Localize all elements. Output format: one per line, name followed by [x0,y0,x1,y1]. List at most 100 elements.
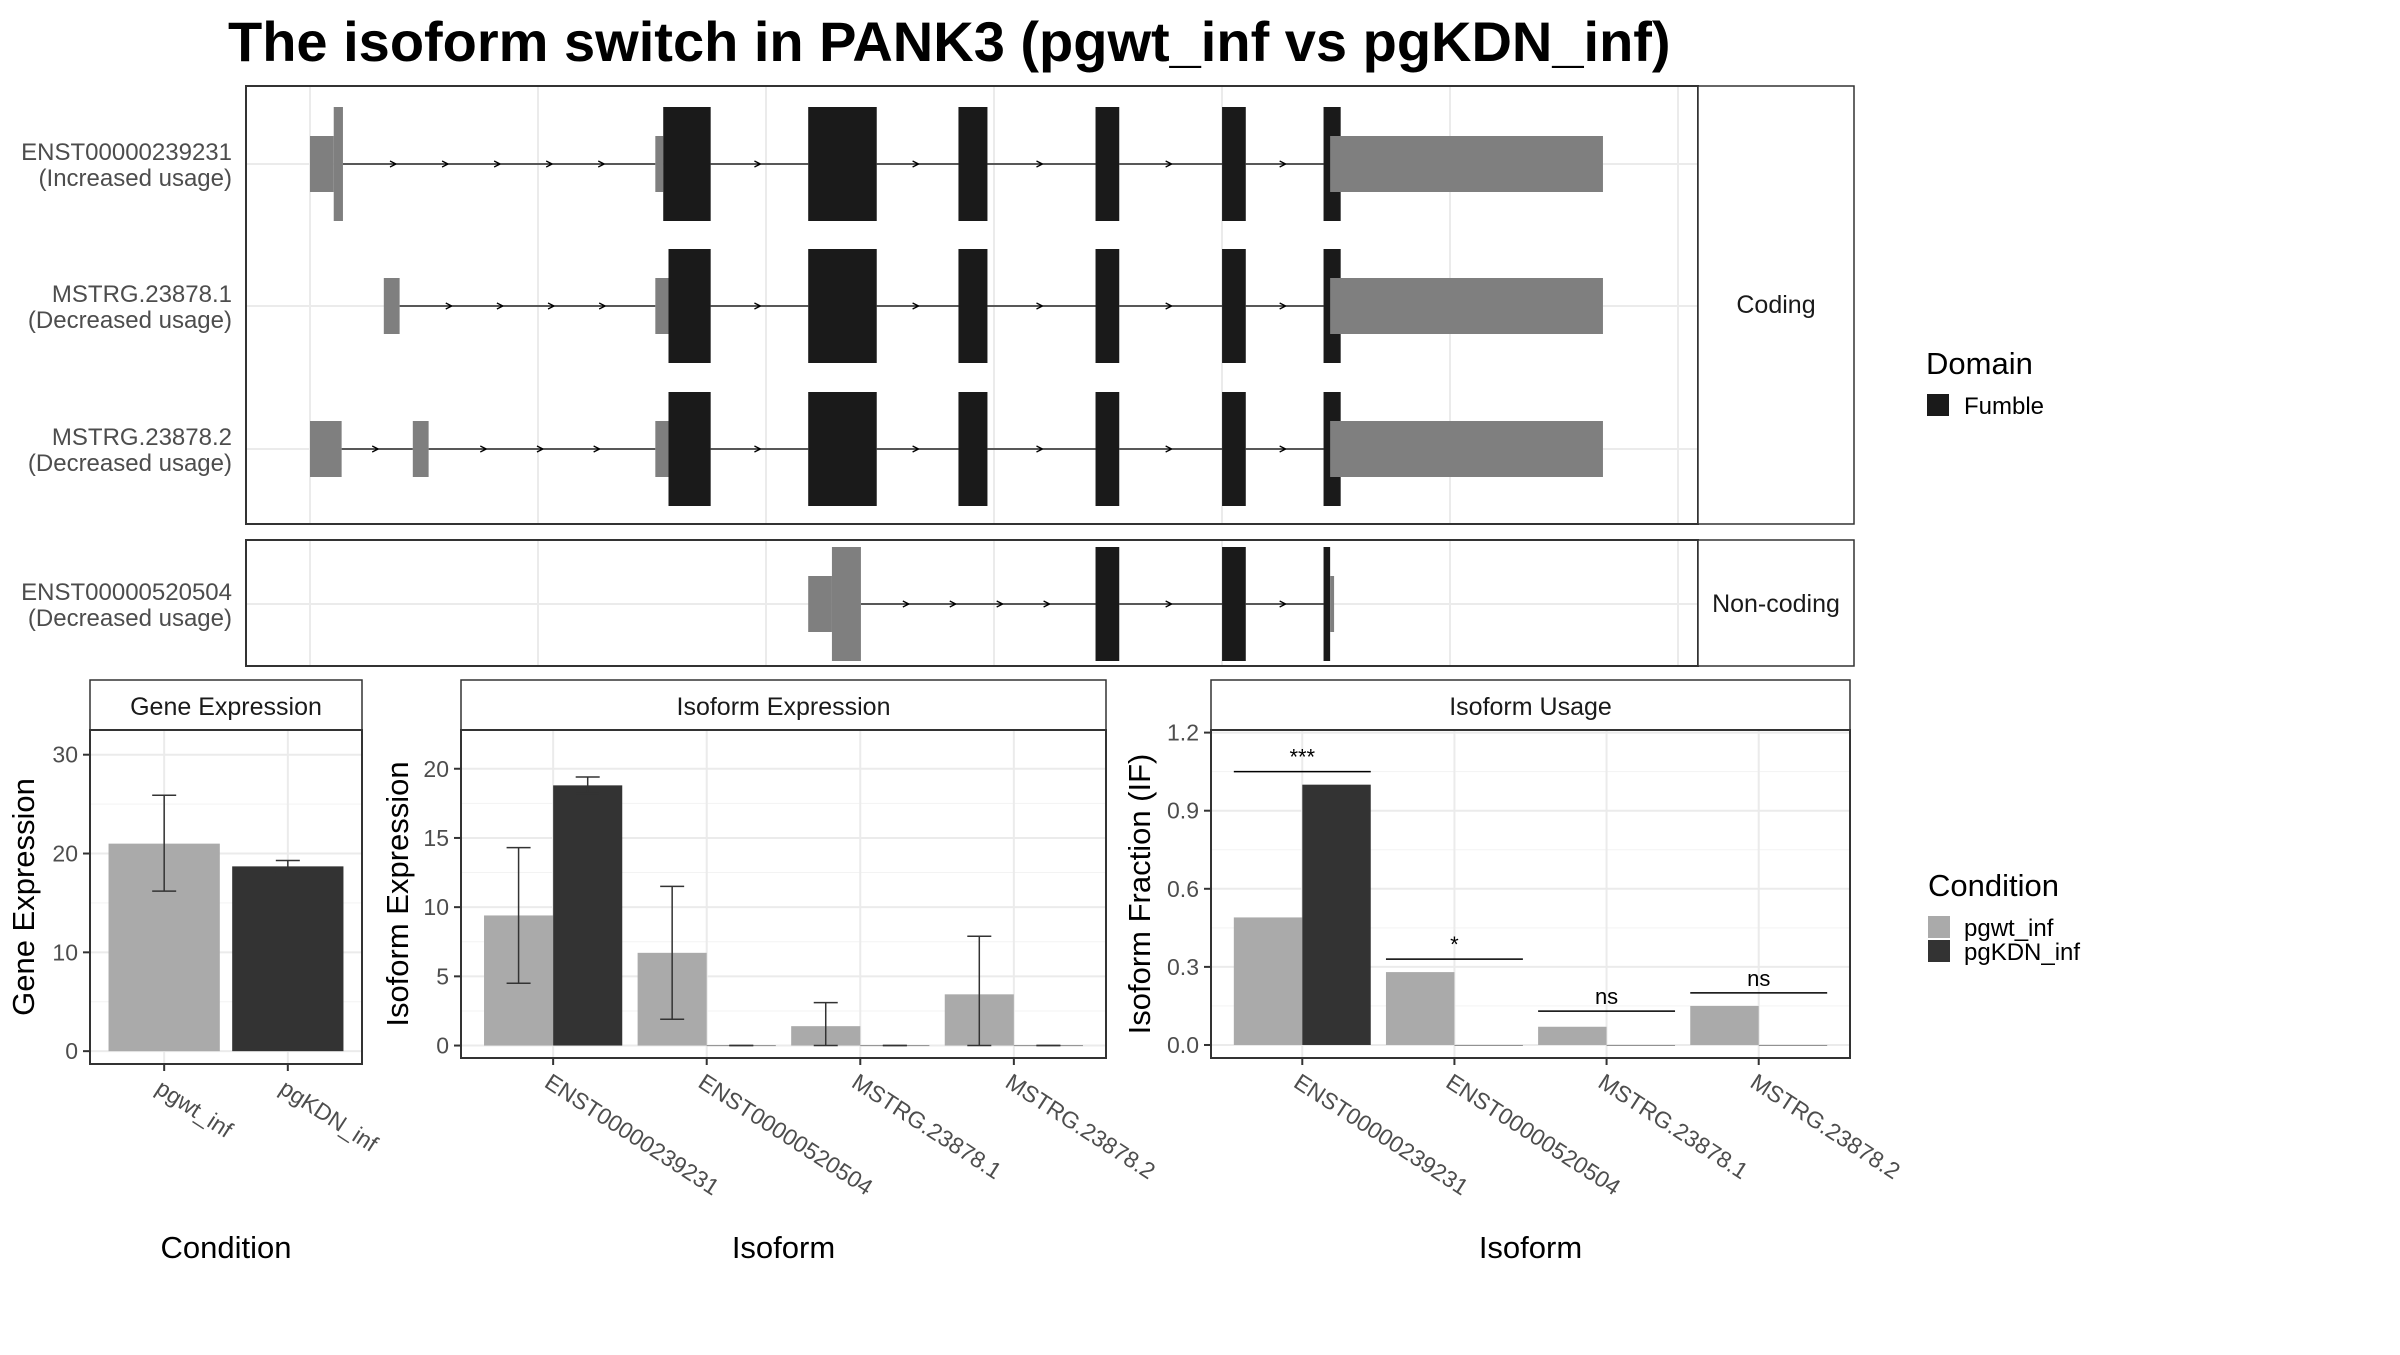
condition-legend: Condition pgwt_inf pgKDN_inf [1928,868,2080,966]
plot-border [89,729,363,1065]
x-axis-title: Isoform [1479,1230,1582,1265]
significance-label: ns [1595,984,1618,1009]
domain-exon [1222,107,1246,221]
condition-legend-swatch-pgkdn [1928,940,1950,962]
intron-arrow [912,445,921,453]
domain-exon [1095,107,1120,221]
y-tick-label: 0.9 [1167,798,1199,824]
noncoding-structure-panel [245,539,1699,667]
condition-legend-label-pgkdn: pgKDN_inf [1964,939,2080,966]
y-tick-label: 30 [52,742,78,768]
y-tick-label: 0.0 [1167,1032,1199,1058]
domain-exon [1222,392,1246,506]
utr-exon [655,136,664,192]
noncoding-strip-label: Non-coding [1712,590,1840,618]
y-tick-label: 0 [436,1033,449,1059]
intron-arrow [1043,600,1052,608]
intron-arrow [1165,160,1174,168]
bar-mstrg-23878-1-pgwt-inf [1538,1026,1607,1045]
intron-arrow [593,445,602,453]
intron-arrow [902,600,911,608]
bar-pgkdn-inf-single [232,866,344,1052]
x-tick-label-pgkdn-inf: pgKDN_inf [275,1074,383,1157]
bar-enst00000239231-pgkdn-inf [553,785,623,1046]
intron-arrow [598,302,607,310]
y-axis-title: Isoform Expression [380,761,415,1026]
utr-exon [1330,278,1603,334]
figure-title: The isoform switch in PANK3 (pgwt_inf vs… [228,10,1671,73]
intron-arrow [1279,600,1288,608]
domain-exon [808,107,877,221]
bar-enst00000520504-pgkdn-inf [1454,1044,1523,1046]
domain-exon [1095,547,1120,661]
condition-legend-title: Condition [1928,868,2059,903]
bar-enst00000520504-pgwt-inf [1385,972,1455,1045]
plot-border [460,729,1107,1059]
noncoding-strip [1697,539,1855,667]
transcript-enst00000239231 [310,107,1603,221]
domain-exon [958,107,988,221]
intron-arrow [597,160,606,168]
significance-label: * [1450,932,1459,957]
utr-exon [655,278,669,334]
y-axis-title: Gene Expression [6,778,41,1016]
intron-arrow [445,302,454,310]
isoform-expression-chart: Isoform Expression05101520ENST0000023923… [380,679,1160,1265]
domain-exon [1095,249,1120,363]
domain-exon [668,392,711,506]
intron-arrow [1036,445,1044,453]
bar-mstrg-23878-1-pgkdn-inf [1606,1044,1676,1046]
domain-legend-label: Fumble [1964,393,2044,420]
y-tick-label: 10 [423,894,449,920]
intron-arrow [754,445,762,453]
x-tick-label-mstrg-23878-2: MSTRG.23878.2 [1746,1068,1905,1184]
intron-arrow [1165,445,1174,453]
y-tick-label: 20 [52,841,78,867]
transcript-usage-note: (Decreased usage) [28,605,232,632]
transcript-label-enst00000520504: ENST00000520504 [21,579,232,606]
transcript-enst00000520504 [808,547,1335,661]
utr-exon [310,136,334,192]
intron-arrow [545,160,554,168]
utr-exon [1330,421,1603,477]
y-tick-label: 0 [65,1038,78,1064]
utr-exon [383,278,400,334]
transcript-label-enst00000239231: ENST00000239231 [21,139,232,166]
y-tick-label: 20 [423,756,449,782]
gene-expression-chart: Gene Expression 0 10 20 30 pgwt_inf pgKDN_inf C… [6,679,383,1265]
x-tick-label-mstrg-23878-1: MSTRG.23878.1 [848,1068,1007,1184]
utr-exon [1330,576,1335,632]
domain-exon [958,392,988,506]
transcript-label-mstrg-23878-2: MSTRG.23878.2 [52,424,232,451]
facet-strip [460,679,1107,731]
intron-arrow [912,160,921,168]
y-tick-label: 15 [423,825,449,851]
utr-exon [655,421,669,477]
plot-border [1210,729,1851,1059]
intron-arrow [1279,445,1288,453]
transcript-mstrg-23878-1 [383,249,1603,363]
domain-exon [1222,547,1246,661]
condition-legend-swatch-pgwt [1928,916,1950,938]
intron-arrow [1165,600,1174,608]
domain-legend-swatch [1927,394,1949,416]
utr-exon [310,421,342,477]
utr-exon [333,107,343,221]
x-axis-title: Isoform [732,1230,835,1265]
facet-strip-label: Gene Expression [130,693,322,721]
intron-arrow [1279,302,1288,310]
intron-arrow [496,302,505,310]
intron-arrow [371,445,380,453]
intron-arrow [1279,160,1288,168]
domain-exon [1095,392,1120,506]
bar-enst00000239231-pgwt-inf [1233,917,1303,1045]
bar-mstrg-23878-2-pgwt-inf [1690,1005,1759,1045]
coding-structure-panel [245,85,1699,525]
intron-arrow [754,160,762,168]
isoform-usage-chart: Isoform Usage****nsns0.00.30.60.91.2ENST… [1122,679,1905,1265]
intron-arrow [441,160,450,168]
intron-arrow [480,445,488,453]
x-tick-label-pgwt-inf: pgwt_inf [151,1074,238,1143]
intron-arrow [493,160,502,168]
